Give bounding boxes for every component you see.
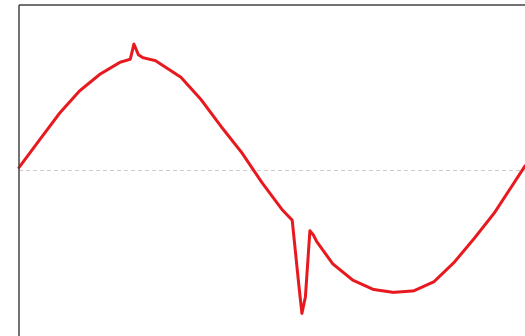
series-line-1 bbox=[17, 42, 525, 315]
